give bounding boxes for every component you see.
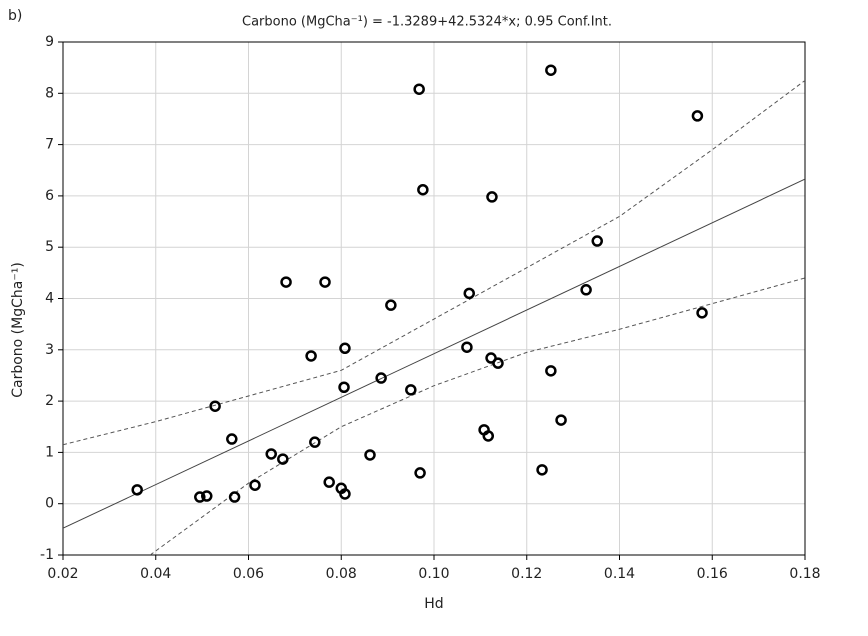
point — [545, 365, 557, 377]
point — [405, 384, 417, 396]
point — [249, 479, 261, 491]
point — [209, 400, 221, 412]
point — [319, 276, 331, 288]
point — [696, 307, 708, 319]
point — [555, 414, 567, 426]
point — [413, 83, 425, 95]
point — [461, 341, 473, 353]
point — [385, 299, 397, 311]
x-tick-label: 0.12 — [511, 566, 542, 582]
y-tick-label: 6 — [45, 188, 54, 204]
point — [482, 430, 495, 442]
point — [277, 453, 289, 465]
point — [226, 433, 238, 445]
point — [536, 464, 548, 476]
y-tick-label: 3 — [45, 342, 54, 358]
x-axis-label: Hd — [424, 596, 443, 612]
y-tick-label: 9 — [45, 34, 54, 50]
y-tick-label: 7 — [45, 137, 54, 153]
plot-frame — [62, 41, 806, 556]
x-tick-label: 0.14 — [604, 566, 635, 582]
chart-title: Carbono (MgCha⁻¹) = -1.3289+42.5324*x; 0… — [242, 15, 612, 30]
y-axis-label: Carbono (MgCha⁻¹) — [10, 262, 26, 398]
point — [463, 287, 475, 300]
x-tick-label: 0.08 — [326, 566, 357, 582]
point — [364, 449, 376, 461]
point — [339, 342, 351, 355]
point — [486, 191, 498, 203]
point — [580, 284, 592, 296]
point — [131, 484, 143, 496]
point — [545, 64, 557, 76]
y-tick-label: 0 — [45, 496, 54, 512]
point — [417, 183, 429, 196]
point — [265, 448, 277, 460]
y-tick-label: 8 — [45, 85, 54, 101]
point — [375, 372, 387, 384]
point — [414, 467, 426, 479]
point — [228, 491, 241, 503]
confidence-band — [149, 277, 805, 555]
point — [492, 357, 504, 369]
point — [194, 491, 206, 503]
point — [338, 381, 350, 393]
point — [591, 235, 603, 247]
y-tick-label: -1 — [40, 547, 54, 563]
x-tick-label: 0.02 — [47, 566, 78, 582]
panel-label: b) — [8, 8, 22, 24]
point — [691, 110, 704, 122]
point — [201, 490, 213, 502]
x-tick-label: 0.18 — [789, 566, 820, 582]
point — [280, 276, 292, 288]
y-tick-label: 2 — [45, 393, 54, 409]
x-tick-label: 0.10 — [418, 566, 449, 582]
x-tick-label: 0.06 — [233, 566, 264, 582]
y-tick-label: 5 — [45, 239, 54, 255]
point — [323, 476, 335, 488]
point — [309, 436, 321, 448]
y-tick-label: 1 — [45, 444, 54, 460]
fit-line — [63, 178, 805, 529]
y-tick-label: 4 — [45, 291, 54, 307]
x-tick-label: 0.16 — [697, 566, 728, 582]
point — [305, 350, 317, 362]
point — [339, 488, 351, 500]
confidence-band — [63, 80, 805, 446]
x-tick-label: 0.04 — [140, 566, 171, 582]
